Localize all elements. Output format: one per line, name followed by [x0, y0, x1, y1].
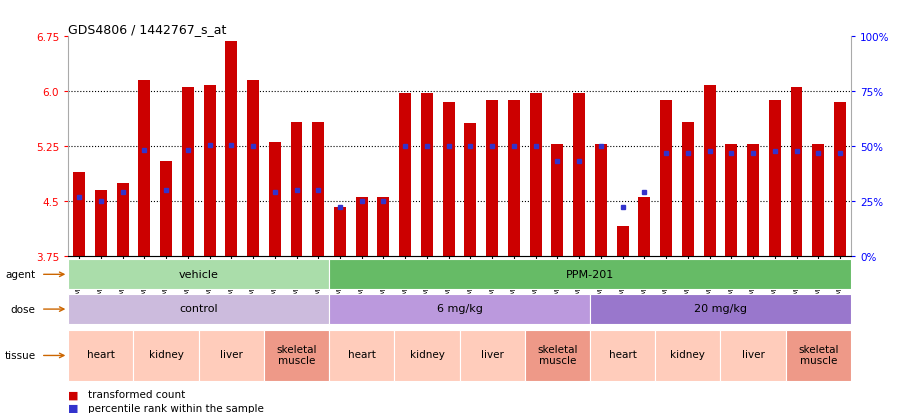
- Text: skeletal
muscle: skeletal muscle: [537, 344, 578, 365]
- Bar: [703, 86, 715, 256]
- Bar: [638, 198, 651, 256]
- Bar: [160, 161, 172, 256]
- Text: kidney: kidney: [671, 349, 705, 359]
- Bar: [551, 145, 563, 256]
- Bar: [590, 294, 851, 325]
- Bar: [791, 88, 803, 256]
- Bar: [460, 330, 525, 381]
- Bar: [721, 330, 785, 381]
- Bar: [247, 81, 259, 256]
- Bar: [138, 81, 150, 256]
- Text: vehicle: vehicle: [178, 269, 218, 279]
- Bar: [312, 123, 324, 256]
- Bar: [747, 145, 759, 256]
- Bar: [813, 145, 824, 256]
- Bar: [204, 86, 216, 256]
- Bar: [116, 183, 128, 256]
- Bar: [617, 227, 629, 256]
- Bar: [486, 101, 498, 256]
- Text: ■: ■: [68, 389, 79, 399]
- Text: 6 mg/kg: 6 mg/kg: [437, 304, 482, 313]
- Bar: [508, 101, 520, 256]
- Bar: [834, 103, 846, 256]
- Bar: [68, 294, 329, 325]
- Text: ■: ■: [68, 403, 79, 413]
- Bar: [198, 330, 264, 381]
- Text: heart: heart: [609, 349, 636, 359]
- Bar: [785, 330, 851, 381]
- Bar: [590, 330, 655, 381]
- Bar: [595, 145, 607, 256]
- Text: liver: liver: [220, 349, 243, 359]
- Bar: [442, 103, 455, 256]
- Text: heart: heart: [87, 349, 115, 359]
- Bar: [725, 145, 737, 256]
- Bar: [329, 260, 851, 290]
- Bar: [264, 330, 329, 381]
- Bar: [525, 330, 590, 381]
- Text: liver: liver: [742, 349, 764, 359]
- Bar: [334, 207, 346, 256]
- Text: liver: liver: [480, 349, 503, 359]
- Text: heart: heart: [348, 349, 376, 359]
- Text: kidney: kidney: [148, 349, 184, 359]
- Bar: [530, 94, 541, 256]
- Text: 20 mg/kg: 20 mg/kg: [694, 304, 747, 313]
- Text: agent: agent: [5, 270, 35, 280]
- Bar: [68, 260, 329, 290]
- Text: control: control: [179, 304, 218, 313]
- Bar: [356, 198, 368, 256]
- Bar: [226, 42, 238, 256]
- Bar: [655, 330, 721, 381]
- Bar: [660, 101, 672, 256]
- Bar: [464, 123, 477, 256]
- Bar: [73, 172, 86, 256]
- Bar: [329, 330, 394, 381]
- Bar: [290, 123, 302, 256]
- Text: GDS4806 / 1442767_s_at: GDS4806 / 1442767_s_at: [68, 23, 227, 36]
- Bar: [394, 330, 460, 381]
- Bar: [682, 123, 693, 256]
- Bar: [378, 198, 389, 256]
- Text: transformed count: transformed count: [88, 389, 186, 399]
- Bar: [268, 143, 281, 256]
- Bar: [399, 94, 411, 256]
- Bar: [769, 101, 781, 256]
- Text: dose: dose: [11, 304, 35, 314]
- Bar: [134, 330, 198, 381]
- Text: percentile rank within the sample: percentile rank within the sample: [88, 403, 264, 413]
- Bar: [329, 294, 590, 325]
- Text: skeletal
muscle: skeletal muscle: [277, 344, 317, 365]
- Text: skeletal
muscle: skeletal muscle: [798, 344, 838, 365]
- Bar: [573, 94, 585, 256]
- Bar: [182, 88, 194, 256]
- Text: PPM-201: PPM-201: [566, 269, 614, 279]
- Bar: [95, 190, 106, 256]
- Bar: [68, 330, 134, 381]
- Text: tissue: tissue: [5, 351, 35, 361]
- Bar: [421, 94, 433, 256]
- Text: kidney: kidney: [410, 349, 444, 359]
